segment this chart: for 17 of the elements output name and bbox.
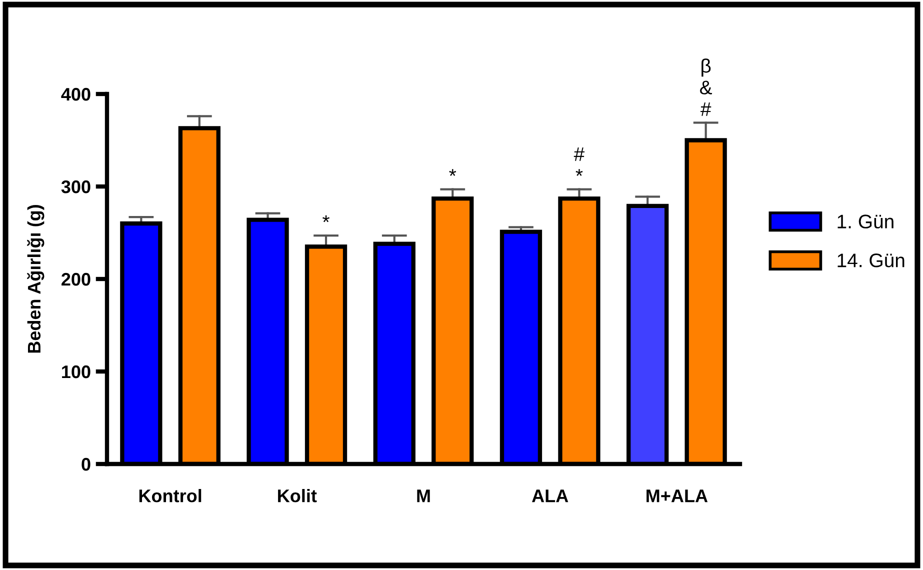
y-tick-label: 400	[61, 88, 90, 101]
legend-label: 1. Gün	[838, 214, 894, 228]
x-tick-label: ALA	[532, 490, 568, 502]
legend-label: 14. Gün	[838, 254, 904, 268]
data-label: β & #	[700, 58, 712, 116]
data-label: *	[322, 215, 330, 222]
x-tick-label: M+ALA	[646, 490, 708, 502]
y-tick-label: 0	[82, 458, 90, 471]
x-tick-label: Kolit	[278, 489, 317, 502]
y-tick-label: 300	[61, 180, 90, 194]
y-axis-title: Beden Ağırlığı (g)	[27, 205, 44, 353]
data-label: # *	[574, 148, 585, 176]
x-tick-label: Kontrol	[139, 489, 202, 502]
y-tick-label: 100	[62, 365, 90, 378]
y-tick-label: 200	[62, 272, 90, 286]
x-tick-label: M	[417, 490, 430, 502]
data-label: *	[449, 169, 456, 176]
